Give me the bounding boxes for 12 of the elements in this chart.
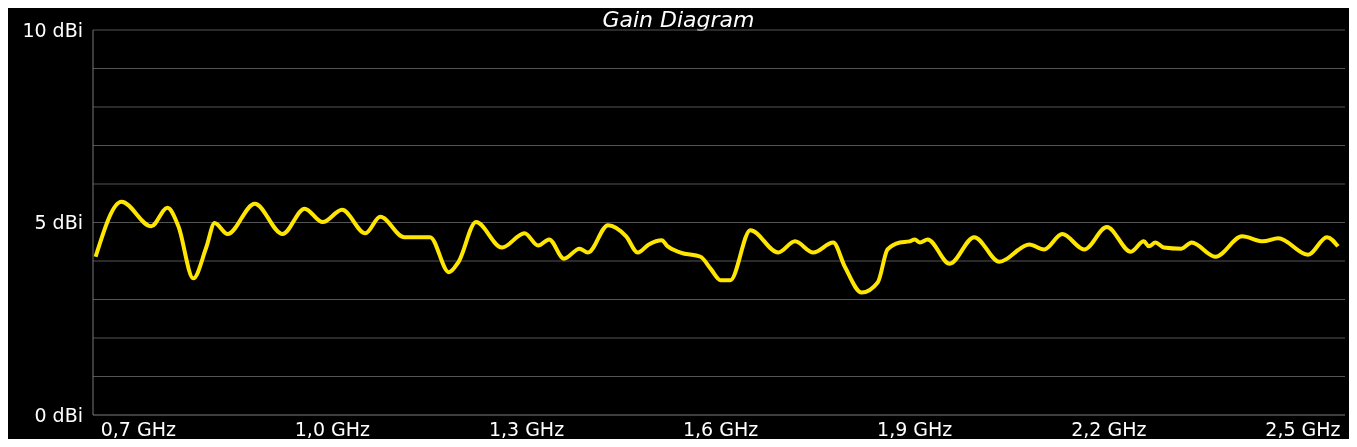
x-tick-label: 1,9 GHz — [877, 418, 953, 441]
x-tick-label: 1,0 GHz — [294, 418, 371, 441]
line-series — [93, 199, 1340, 295]
x-tick-label: 1,6 GHz — [682, 418, 759, 441]
x-tick-label: 0,7 GHz — [100, 418, 176, 441]
x-tick-label: 2,5 GHz — [1265, 418, 1341, 441]
y-tick-label: 0 dBi — [34, 403, 83, 426]
x-tick-label: 1,3 GHz — [488, 418, 565, 441]
chart-title: Gain Diagram — [602, 7, 755, 32]
y-tick-label: 5 dBi — [34, 211, 83, 234]
x-tick-label: 2,2 GHz — [1071, 418, 1147, 441]
y-tick-label: 10 dBi — [22, 18, 83, 41]
